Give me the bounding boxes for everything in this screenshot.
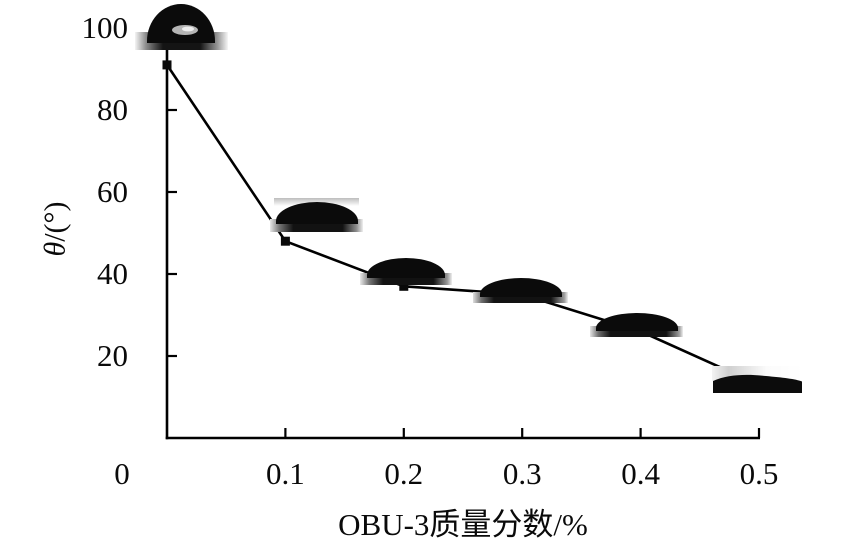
y-tick-label-40: 40 [97, 256, 128, 291]
y-tick-label-100: 100 [81, 10, 129, 45]
y-tick-label-20: 20 [97, 338, 128, 373]
droplet-photo-0 [135, 4, 228, 50]
droplet-dome [596, 313, 678, 331]
x-tick-label-0: 0 [114, 456, 130, 491]
droplet-dome [713, 374, 802, 393]
x-axis-title: OBU-3质量分数/% [338, 507, 588, 539]
x-tick-label-0.5: 0.5 [739, 456, 779, 491]
droplet-substrate [473, 292, 568, 303]
droplet-dome [480, 278, 562, 297]
droplet-dome [276, 202, 358, 224]
droplet-substrate [590, 326, 683, 337]
droplet-dome [367, 258, 445, 278]
droplet-photo-4 [590, 313, 683, 337]
y-tick-label-60: 60 [97, 174, 128, 209]
droplet-photo-5 [712, 366, 803, 393]
data-line [165, 64, 760, 386]
data-point-marker-0 [162, 60, 172, 70]
droplet-photo-2 [360, 258, 452, 285]
droplet-photo-1 [270, 198, 363, 232]
x-tick-label-0.4: 0.4 [621, 456, 660, 491]
theta-symbol: θ [38, 241, 72, 257]
data-point-marker-0.1 [280, 236, 290, 246]
x-tick-label-0.3: 0.3 [502, 456, 542, 491]
data-point-marker-0.2 [399, 281, 409, 291]
y-tick-label-80: 80 [97, 92, 128, 127]
x-tick-label-0.2: 0.2 [384, 456, 424, 491]
droplet-photo-3 [473, 278, 568, 303]
x-tick-label-0.1: 0.1 [266, 456, 305, 491]
droplet-dome [147, 4, 215, 43]
